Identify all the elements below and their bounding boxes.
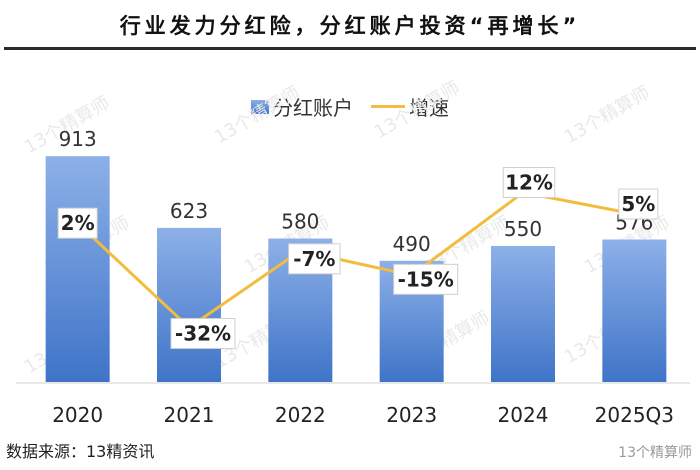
growth-label-box-2021 [170, 317, 236, 349]
bar-value-label-2020: 913 [59, 127, 97, 151]
legend-item-bars: 分红账户 [251, 92, 353, 121]
title-underline [4, 47, 696, 50]
bar-value-label-2023: 490 [393, 232, 431, 256]
legend: 分红账户 增速 [0, 92, 700, 121]
legend-line-swatch [371, 105, 405, 108]
bar-2024 [491, 245, 555, 382]
bar-value-label-2022: 580 [281, 210, 319, 234]
growth-label-2022: -7% [293, 247, 335, 271]
bar-2020 [45, 156, 110, 382]
legend-bars-label: 分红账户 [273, 96, 353, 120]
growth-label-2021: -32% [175, 321, 231, 345]
bar-2021 [157, 227, 221, 382]
category-label-2022: 2022 [275, 403, 326, 427]
category-label-2020: 2020 [52, 403, 103, 427]
bar-2025Q3 [602, 239, 667, 382]
growth-label-box-2020 [57, 207, 98, 239]
watermark-2: 13个精算师 [371, 77, 464, 143]
growth-label-box-2025Q3 [618, 188, 659, 220]
watermark-text: 13个精算师 [618, 445, 692, 461]
source-note: 数据来源：13精资讯 [6, 442, 155, 461]
legend-bar-swatch [251, 99, 269, 114]
category-label-2023: 2023 [386, 403, 437, 427]
category-label-2021: 2021 [164, 403, 215, 427]
legend-line-label: 增速 [409, 96, 449, 120]
bar-value-label-2024: 550 [504, 217, 542, 241]
chart-title: 行业发力分红险，分红账户投资“再增长” [119, 14, 581, 38]
growth-label-2020: 2% [61, 211, 95, 235]
growth-label-box-2023 [393, 263, 459, 295]
growth-label-2024: 12% [505, 171, 553, 195]
growth-label-box-2024 [502, 167, 556, 199]
watermark-1: 13个精算师 [211, 82, 304, 148]
watermark-3: 13个精算师 [561, 82, 654, 148]
category-label-2024: 2024 [498, 403, 549, 427]
bar-value-label-2021: 623 [170, 199, 208, 223]
category-label-2025Q3: 2025Q3 [595, 403, 674, 427]
growth-label-2023: -15% [398, 267, 454, 291]
growth-label-box-2022 [288, 243, 341, 275]
legend-item-line: 增速 [371, 92, 449, 121]
growth-label-2025Q3: 5% [621, 192, 655, 216]
